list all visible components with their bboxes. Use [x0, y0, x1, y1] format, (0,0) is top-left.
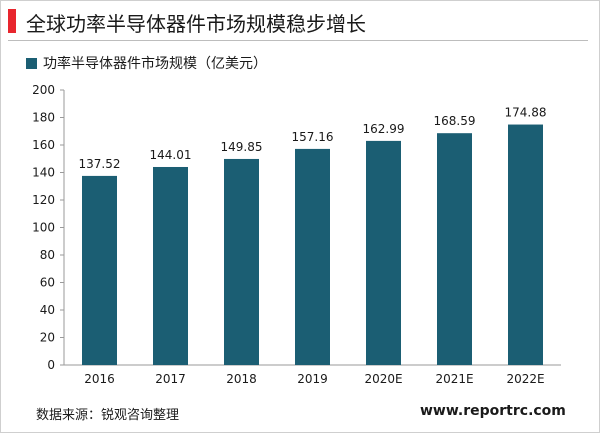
data-label: 168.59 [434, 114, 476, 128]
x-tick-label: 2016 [84, 372, 115, 386]
bar [508, 124, 543, 365]
title-divider [8, 40, 588, 41]
bar [153, 166, 188, 365]
y-tick-label: 0 [47, 358, 55, 372]
x-tick-label: 2021E [435, 372, 473, 386]
y-tick-label: 40 [40, 303, 55, 317]
data-label: 144.01 [150, 148, 192, 162]
chart-title: 全球功率半导体器件市场规模稳步增长 [26, 12, 366, 36]
data-label: 149.85 [221, 140, 263, 154]
legend: 功率半导体器件市场规模（亿美元） [26, 53, 267, 73]
data-label: 174.88 [505, 106, 547, 120]
legend-label: 功率半导体器件市场规模（亿美元） [43, 56, 267, 72]
legend-swatch [26, 58, 37, 69]
source-note: 数据来源：锐观咨询整理 [36, 408, 180, 423]
title-accent-bar [8, 9, 16, 33]
bar [437, 133, 472, 365]
x-tick-label: 2020E [364, 372, 402, 386]
y-tick-label: 100 [32, 221, 55, 235]
y-tick-label: 180 [32, 111, 55, 125]
x-tick-label: 2022E [506, 372, 544, 386]
data-label: 137.52 [79, 157, 121, 171]
y-tick-label: 160 [32, 138, 55, 152]
y-tick-label: 20 [40, 331, 55, 345]
bar [366, 140, 401, 365]
y-tick-label: 200 [32, 83, 55, 97]
bar [295, 148, 330, 365]
x-tick-label: 2017 [155, 372, 186, 386]
y-tick-label: 60 [40, 276, 55, 290]
data-label: 162.99 [363, 122, 405, 136]
y-tick-label: 120 [32, 193, 55, 207]
bar [82, 175, 117, 365]
y-tick-label: 80 [40, 248, 55, 262]
data-label: 157.16 [292, 130, 334, 144]
bar [224, 158, 259, 365]
site-url: www.reportrc.com [420, 403, 566, 419]
x-tick-label: 2018 [226, 372, 257, 386]
y-tick-label: 140 [32, 166, 55, 180]
x-tick-label: 2019 [297, 372, 328, 386]
